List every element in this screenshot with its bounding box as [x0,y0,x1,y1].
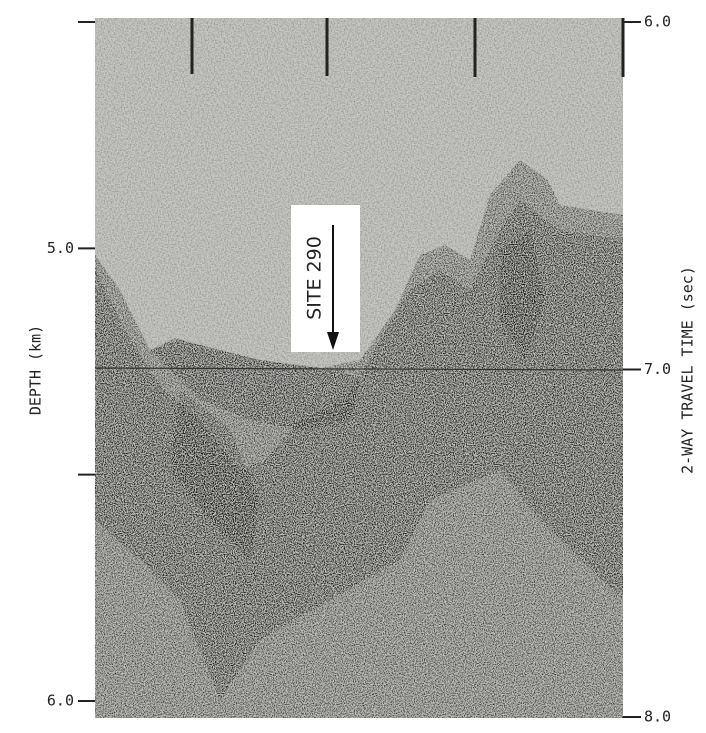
y2-axis-label: 2-WAY TRAVEL TIME (sec) [679,266,697,474]
y2-tick-label: 7.0 [644,360,671,378]
shot-marks [190,18,625,77]
site-label: SITE 290 [304,236,326,320]
y-tick-label: 5.0 [47,239,74,257]
y2-tick-label: 6.0 [644,13,671,31]
y-axis-label: DEPTH (km) [27,325,45,415]
y-tick-label: 6.0 [47,692,74,710]
y2-tick-label: 8.0 [644,708,671,726]
seismic-image [95,18,623,718]
site-label-box [291,205,360,352]
site-marker: SITE 290 [291,205,360,352]
